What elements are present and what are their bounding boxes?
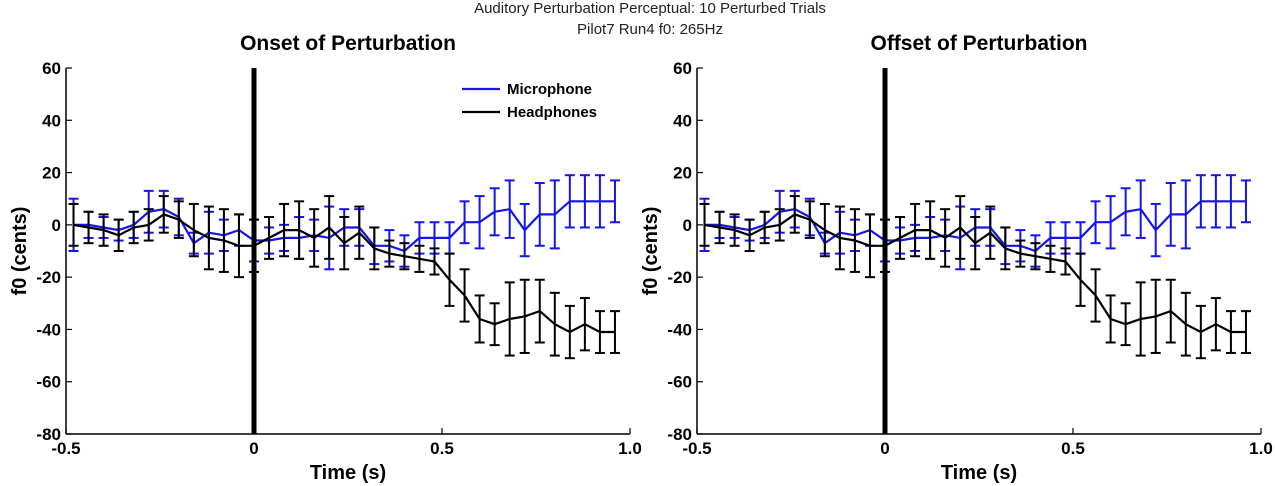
y-tick-label: -60 (36, 373, 61, 392)
x-tick-label: -0.5 (51, 439, 80, 458)
panel-title: Offset of Perturbation (870, 32, 1087, 55)
x-tick-label: -0.5 (682, 439, 711, 458)
legend-label: Headphones (507, 104, 597, 121)
y-tick-label: -40 (667, 320, 692, 339)
y-tick-label: 20 (673, 164, 692, 183)
y-axis-label: f0 (cents) (640, 207, 662, 296)
y-tick-label: -80 (36, 425, 61, 444)
figure-suptitle-line1: Auditory Perturbation Perceptual: 10 Per… (474, 0, 826, 17)
y-tick-label: -20 (36, 268, 61, 287)
y-tick-label: -20 (667, 268, 692, 287)
x-tick-label: 0 (880, 439, 889, 458)
y-tick-label: 0 (683, 216, 692, 235)
y-tick-label: -40 (36, 320, 61, 339)
x-axis-label: Time (s) (941, 462, 1017, 484)
series-line-headphones (704, 213, 1246, 334)
x-tick-label: 0.5 (1061, 439, 1085, 458)
y-tick-label: 60 (673, 59, 692, 78)
y-tick-label: -60 (667, 373, 692, 392)
y-tick-label: 0 (52, 216, 61, 235)
panel-offset: Offset of Perturbation -80 -60 -40 -20 0 20 40 6… (640, 32, 1273, 484)
y-tick-label: 60 (42, 59, 61, 78)
y-axis-label: f0 (cents) (9, 207, 31, 296)
x-tick-label: 0 (249, 439, 258, 458)
series-line-headphones (73, 213, 615, 334)
legend: Microphone Headphones (462, 81, 597, 121)
x-tick-label: 0.5 (430, 439, 454, 458)
y-tick-label: 40 (673, 111, 692, 130)
x-axis-label: Time (s) (310, 462, 386, 484)
panel-onset: Onset of Perturbation -80 -60 -40 -20 0 20 40 60… (9, 32, 642, 484)
x-tick-label: 1.0 (618, 439, 642, 458)
x-tick-label: 1.0 (1249, 439, 1273, 458)
legend-label: Microphone (507, 81, 592, 98)
y-tick-label: -80 (667, 425, 692, 444)
y-tick-label: 20 (42, 164, 61, 183)
panel-title: Onset of Perturbation (240, 32, 456, 55)
y-tick-label: 40 (42, 111, 61, 130)
figure-suptitle-line2: Pilot7 Run4 f0: 265Hz (577, 21, 723, 38)
